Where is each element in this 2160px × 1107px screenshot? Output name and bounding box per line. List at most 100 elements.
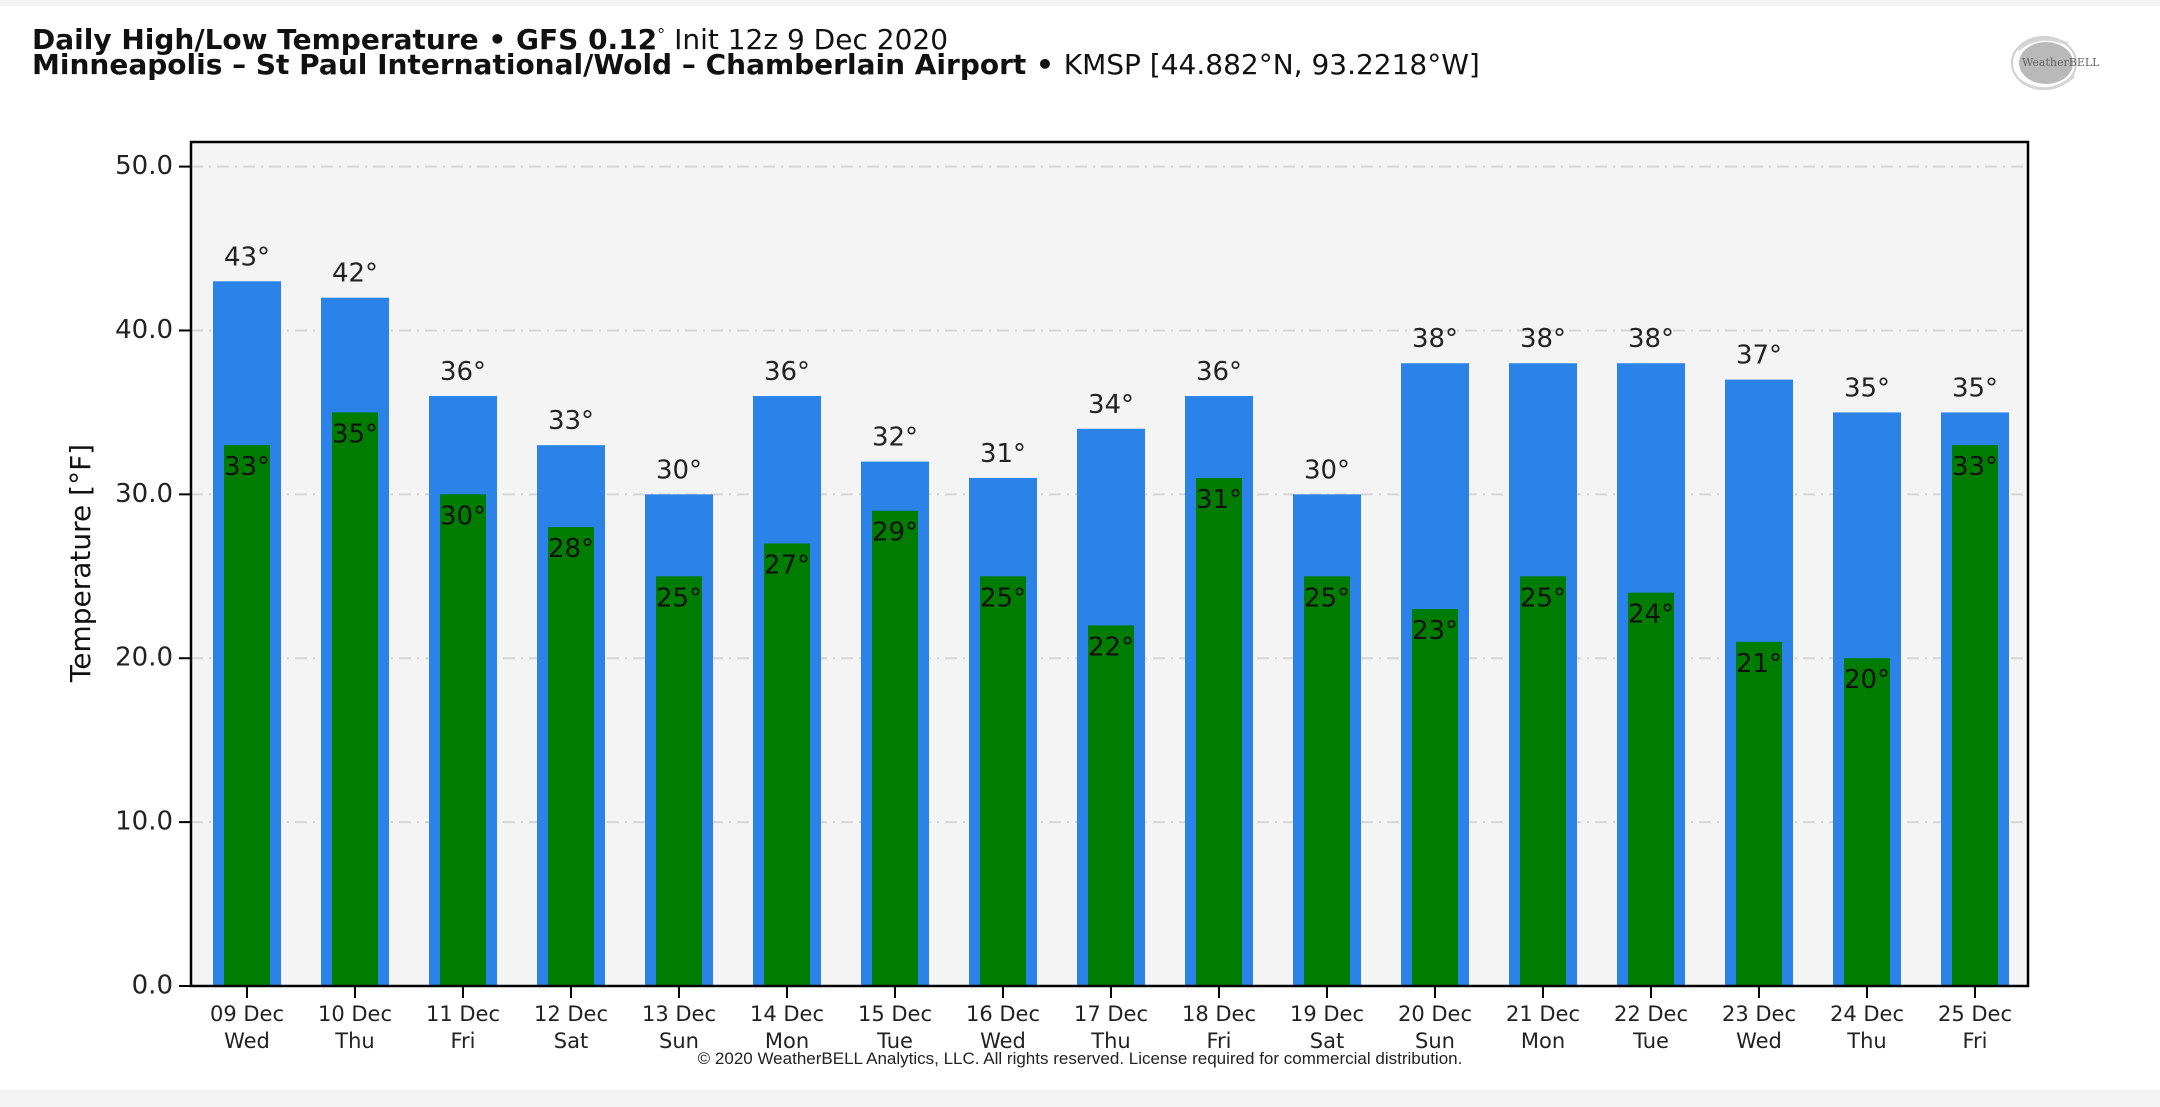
low-value-label: 27°: [764, 551, 810, 581]
low-bar: [224, 445, 270, 987]
location-coords: KMSP [44.882°N, 93.2218°W]: [1063, 48, 1480, 81]
y-axis: 0.0 10.0 20.0 30.0 40.0 50.0: [115, 151, 191, 1001]
x-tick-date: 20 Dec: [1398, 1002, 1472, 1026]
x-tick-day: Mon: [1521, 1029, 1565, 1053]
low-bar: [440, 494, 486, 986]
low-bar: [872, 510, 918, 986]
x-tick-date: 24 Dec: [1830, 1002, 1904, 1026]
low-value-label: 25°: [1520, 583, 1566, 613]
x-tick-date: 22 Dec: [1614, 1002, 1688, 1026]
low-bar: [1088, 625, 1134, 986]
low-value-label: 29°: [872, 518, 918, 548]
top-band: [0, 0, 2160, 6]
low-bar: [1520, 576, 1566, 986]
y-tick-label: 30.0: [115, 479, 173, 509]
x-axis: 09 Dec Wed 10 Dec Thu 11 Dec Fri 12 Dec Sat 13 D…: [210, 986, 2012, 1053]
x-tick-day: Wed: [980, 1029, 1026, 1053]
low-bar: [656, 576, 702, 986]
x-tick-date: 25 Dec: [1938, 1002, 2012, 1026]
x-tick-date: 19 Dec: [1290, 1002, 1364, 1026]
low-bar: [1304, 576, 1350, 986]
low-bar: [764, 543, 810, 986]
x-tick-date: 17 Dec: [1074, 1002, 1148, 1026]
x-tick-day: Mon: [765, 1029, 809, 1053]
bars: [213, 281, 2009, 987]
title-init: Init 12z 9 Dec 2020: [665, 23, 949, 56]
y-tick-label: 10.0: [115, 807, 173, 837]
x-tick-date: 11 Dec: [426, 1002, 500, 1026]
x-tick-day: Thu: [1846, 1029, 1886, 1053]
x-tick-date: 13 Dec: [642, 1002, 716, 1026]
x-tick-day: Sun: [1415, 1029, 1455, 1053]
title-main: Daily High/Low Temperature • GFS 0.12: [32, 23, 658, 56]
high-value-label: 33°: [548, 406, 594, 436]
x-tick-day: Thu: [1090, 1029, 1130, 1053]
low-bar: [1844, 658, 1890, 986]
high-value-label: 37°: [1736, 341, 1782, 371]
x-tick-day: Wed: [224, 1029, 270, 1053]
high-value-label: 42°: [332, 259, 378, 289]
y-tick-label: 0.0: [132, 971, 173, 1001]
low-value-label: 30°: [440, 501, 486, 531]
chart-subtitle: Minneapolis – St Paul International/Wold…: [32, 50, 1480, 80]
high-value-label: 36°: [1196, 357, 1242, 387]
low-bar: [1412, 609, 1458, 986]
chart-title-block: Daily High/Low Temperature • GFS 0.12° I…: [32, 20, 1480, 80]
high-value-label: 30°: [656, 455, 702, 485]
high-value-label: 36°: [440, 357, 486, 387]
y-tick-label: 20.0: [115, 643, 173, 673]
high-value-label: 32°: [872, 423, 918, 453]
high-value-label: 31°: [980, 439, 1026, 469]
location-name: Minneapolis – St Paul International/Wold…: [32, 48, 1027, 81]
low-value-label: 28°: [548, 534, 594, 564]
y-axis-label: Temperature [°F]: [64, 444, 97, 683]
x-tick-day: Sat: [554, 1029, 588, 1053]
x-tick-day: Tue: [876, 1029, 913, 1053]
high-value-label: 35°: [1844, 373, 1890, 403]
logo-text: WeatherBELL: [2022, 56, 2100, 69]
high-value-label: 30°: [1304, 455, 1350, 485]
low-value-label: 25°: [1304, 583, 1350, 613]
x-tick-day: Fri: [450, 1029, 475, 1053]
low-bar: [1628, 592, 1674, 986]
high-value-label: 38°: [1628, 324, 1674, 354]
x-tick-date: 18 Dec: [1182, 1002, 1256, 1026]
x-tick-day: Tue: [1632, 1029, 1669, 1053]
x-tick-date: 10 Dec: [318, 1002, 392, 1026]
low-value-label: 21°: [1736, 649, 1782, 679]
low-value-label: 33°: [1952, 452, 1998, 482]
x-tick-day: Fri: [1962, 1029, 1987, 1053]
low-bar: [1736, 641, 1782, 986]
x-tick-date: 12 Dec: [534, 1002, 608, 1026]
x-tick-date: 23 Dec: [1722, 1002, 1796, 1026]
low-value-label: 23°: [1412, 616, 1458, 646]
low-bar: [1196, 477, 1242, 986]
low-value-label: 24°: [1628, 600, 1674, 630]
low-bar: [548, 527, 594, 986]
data-labels: 43° 33° 42° 35° 36° 30° 33° 28° 30° 25° 36° 27° 32° 2…: [224, 242, 1998, 695]
x-tick-day: Wed: [1736, 1029, 1782, 1053]
x-tick-day: Sun: [659, 1029, 699, 1053]
high-value-label: 43°: [224, 242, 270, 272]
low-value-label: 35°: [332, 419, 378, 449]
plot-frame: [189, 140, 2030, 988]
copyright-notice: © 2020 WeatherBELL Analytics, LLC. All r…: [697, 1049, 1463, 1068]
low-value-label: 31°: [1196, 485, 1242, 515]
weatherbell-logo-icon: WeatherBELL: [2008, 30, 2100, 96]
x-tick-date: 15 Dec: [858, 1002, 932, 1026]
bottom-band: [0, 1090, 2160, 1107]
high-value-label: 36°: [764, 357, 810, 387]
low-value-label: 25°: [656, 583, 702, 613]
location-separator: •: [1026, 48, 1064, 81]
high-value-label: 34°: [1088, 390, 1134, 420]
title-degree: °: [657, 25, 666, 44]
low-bar: [1952, 445, 1998, 987]
x-tick-date: 14 Dec: [750, 1002, 824, 1026]
y-tick-label: 50.0: [115, 151, 173, 181]
low-value-label: 22°: [1088, 632, 1134, 662]
x-tick-date: 09 Dec: [210, 1002, 284, 1026]
low-bar: [332, 412, 378, 986]
high-value-label: 38°: [1412, 324, 1458, 354]
low-value-label: 33°: [224, 452, 270, 482]
x-tick-day: Thu: [334, 1029, 374, 1053]
